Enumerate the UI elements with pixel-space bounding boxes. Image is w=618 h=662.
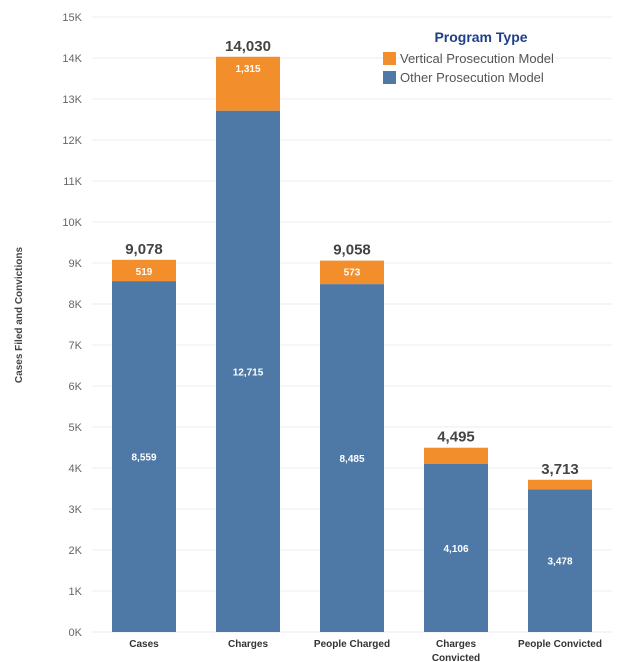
bar-segment-vertical xyxy=(112,259,176,282)
y-tick-label: 6K xyxy=(69,381,83,393)
segment-value-label: 573 xyxy=(344,268,361,279)
y-tick-label: 1K xyxy=(69,586,83,598)
bar-total-label: 4,495 xyxy=(437,429,475,446)
bars xyxy=(112,56,592,632)
y-tick-label: 5K xyxy=(69,422,83,434)
legend-title: Program Type xyxy=(434,29,527,45)
y-tick-label: 9K xyxy=(69,258,83,270)
y-tick-label: 3K xyxy=(69,504,83,516)
y-axis-title: Cases Filed and Convictions xyxy=(14,246,25,383)
y-axis-ticks: 0K 1K 2K 3K 4K 5K 6K 7K 8K 9K 10K 11K 12K 13K 14K 15K xyxy=(62,12,82,639)
bar-total-label: 14,030 xyxy=(225,38,271,55)
x-category-label: Charges xyxy=(228,639,268,650)
y-tick-label: 2K xyxy=(69,545,83,557)
segment-value-label: 8,485 xyxy=(339,454,364,465)
bar-segment-other xyxy=(320,284,384,632)
x-category-label: People Charged xyxy=(314,639,390,650)
segment-value-label: 4,106 xyxy=(443,544,468,555)
bar-segment-vertical xyxy=(216,56,280,111)
bar-segment-other xyxy=(112,281,176,632)
legend: Program Type Vertical Prosecution Model O… xyxy=(383,29,554,85)
x-category-label: People Convicted xyxy=(518,639,602,650)
y-tick-label: 13K xyxy=(62,94,82,106)
y-tick-label: 10K xyxy=(62,217,82,229)
bar-segment-vertical xyxy=(424,447,488,464)
bar-segment-other xyxy=(216,110,280,632)
bar-total-label: 3,713 xyxy=(541,461,579,478)
y-tick-label: 7K xyxy=(69,340,83,352)
y-tick-label: 12K xyxy=(62,135,82,147)
bar-total-label: 9,058 xyxy=(333,242,371,259)
segment-value-label: 3,478 xyxy=(547,557,572,568)
y-tick-label: 0K xyxy=(69,627,83,639)
y-tick-label: 11K xyxy=(63,176,82,188)
legend-swatch xyxy=(383,71,396,84)
bar-segment-vertical xyxy=(320,260,384,285)
segment-value-label: 519 xyxy=(136,267,153,278)
segment-value-label: 12,715 xyxy=(233,367,264,378)
y-tick-label: 15K xyxy=(62,12,82,24)
bar-total-label: 9,078 xyxy=(125,241,163,258)
segment-value-label: 8,559 xyxy=(131,453,156,464)
legend-item-label: Other Prosecution Model xyxy=(400,70,544,85)
x-category-label: Cases xyxy=(129,639,159,650)
x-category-label: Charges Convicted xyxy=(432,639,480,662)
y-tick-label: 8K xyxy=(69,299,83,311)
y-tick-label: 14K xyxy=(62,53,82,65)
legend-swatch xyxy=(383,52,396,65)
segment-value-label: 1,315 xyxy=(235,64,260,75)
bar-labels: 8,559 519 9,078 12,715 1,315 14,030 8,485 573 9,… xyxy=(125,38,579,568)
legend-item-label: Vertical Prosecution Model xyxy=(400,51,554,66)
bar-segment-other xyxy=(528,489,592,632)
bar-segment-vertical xyxy=(528,479,592,490)
bar-segment-other xyxy=(424,463,488,632)
x-axis-labels: Cases Charges People Charged Charges Convict… xyxy=(129,639,602,662)
y-tick-label: 4K xyxy=(69,463,83,475)
